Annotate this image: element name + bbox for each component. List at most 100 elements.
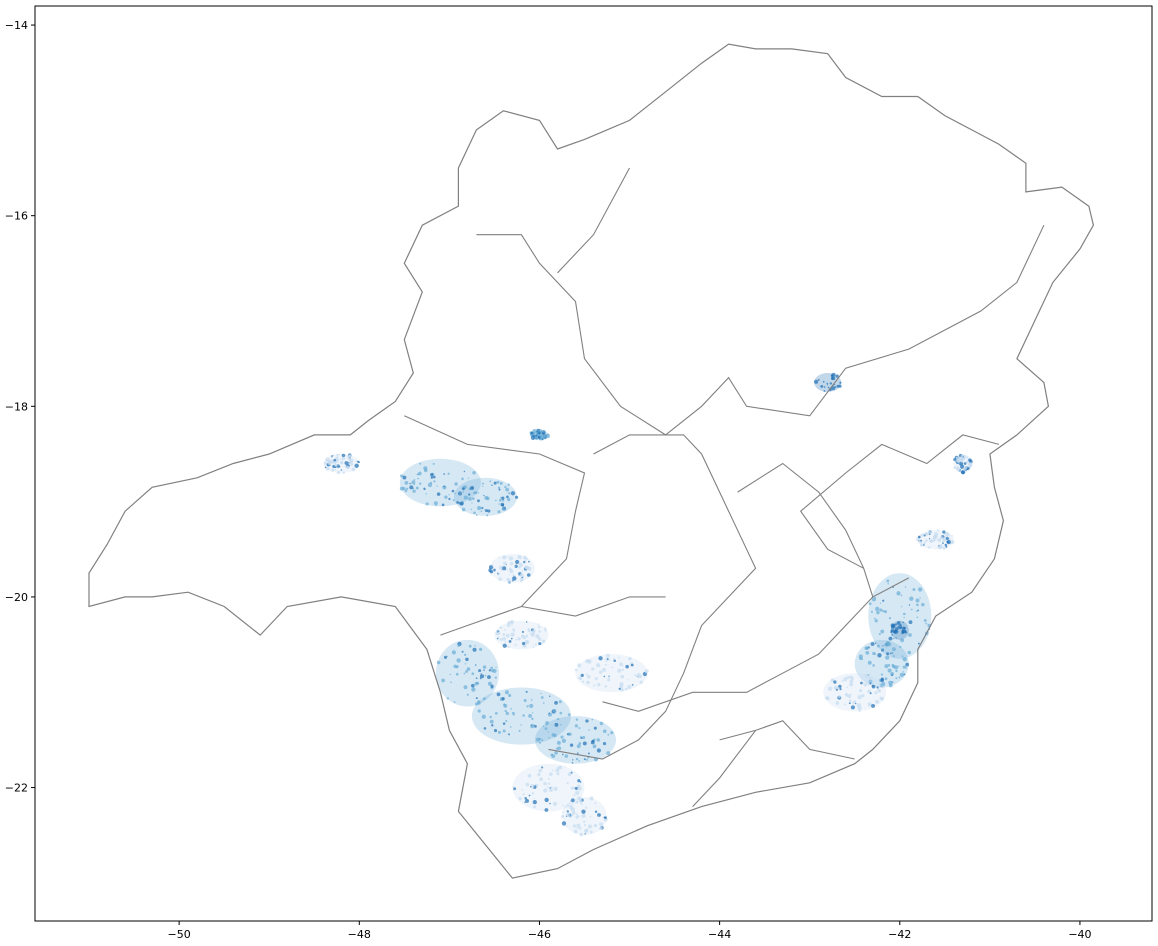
density-speck: [505, 711, 509, 716]
density-speck: [608, 658, 611, 661]
density-speck: [630, 663, 634, 667]
density-speck: [483, 727, 487, 730]
density-speck: [441, 678, 445, 683]
density-speck: [850, 705, 855, 710]
density-speck: [865, 646, 869, 650]
density-speck: [880, 673, 884, 676]
density-speck: [492, 568, 496, 572]
density-speck: [881, 682, 886, 686]
density-speck: [507, 556, 509, 558]
density-speck: [963, 467, 966, 470]
y-tick-label: −16: [5, 210, 28, 223]
density-speck: [404, 480, 409, 485]
density-speck: [508, 492, 511, 495]
density-speck: [846, 676, 850, 679]
density-speck: [340, 460, 344, 464]
density-speck: [892, 637, 895, 640]
density-speck: [504, 485, 507, 489]
density-speck: [355, 460, 357, 462]
density-speck: [639, 680, 643, 684]
density-speck: [547, 731, 549, 733]
density-speck: [413, 479, 416, 481]
density-speck: [579, 832, 584, 837]
density-speck: [835, 701, 840, 705]
density-speck: [602, 729, 607, 734]
density-speck: [871, 684, 876, 689]
density-speck: [554, 701, 558, 705]
state-outline-layer: [88, 43, 1095, 879]
density-speck: [538, 630, 541, 633]
density-speck: [573, 794, 576, 797]
density-speck: [433, 480, 436, 483]
density-speck: [556, 740, 561, 745]
density-speck: [498, 577, 502, 581]
density-speck: [512, 786, 515, 788]
density-speck: [587, 824, 593, 829]
density-speck: [548, 736, 550, 739]
x-tick-label: −40: [1068, 928, 1091, 941]
density-speck: [324, 461, 328, 465]
density-speck: [892, 647, 896, 652]
density-speck: [336, 456, 339, 458]
density-speck: [637, 674, 642, 679]
density-speck: [477, 499, 480, 503]
density-speck: [511, 711, 515, 715]
density-speck: [586, 674, 591, 679]
density-speck: [838, 695, 841, 699]
density-speck: [489, 480, 492, 483]
density-speck: [520, 724, 522, 726]
density-speck: [498, 498, 502, 502]
density-speck: [433, 501, 438, 506]
density-speck: [604, 816, 607, 820]
density-speck: [874, 653, 877, 655]
density-speck: [571, 762, 574, 764]
density-speck: [514, 495, 519, 499]
density-speck: [634, 674, 637, 677]
density-speck: [402, 475, 407, 480]
density-speck: [576, 823, 581, 828]
density-speck: [525, 690, 528, 693]
density-speck: [351, 467, 356, 472]
density-speck: [483, 494, 485, 497]
density-speck: [613, 659, 616, 663]
density-speck: [510, 707, 513, 710]
density-speck: [619, 662, 623, 666]
density-speck: [875, 699, 880, 704]
density-speck: [533, 805, 536, 809]
region-boundary-1: [557, 167, 630, 274]
density-speck: [876, 686, 879, 689]
density-speck: [507, 621, 511, 624]
density-speck: [506, 623, 511, 627]
density-speck: [604, 685, 608, 688]
density-speck: [567, 713, 571, 717]
density-speck: [489, 719, 494, 724]
density-speck: [338, 453, 341, 456]
density-speck: [478, 669, 482, 673]
density-speck: [923, 541, 926, 545]
density-speck: [876, 610, 880, 615]
density-speck: [877, 689, 881, 693]
density-speck: [537, 623, 540, 626]
density-speck: [542, 702, 545, 704]
density-speck: [340, 469, 343, 471]
density-speck: [471, 497, 475, 500]
density-speck: [823, 386, 826, 388]
density-speck: [550, 786, 553, 789]
density-speck: [521, 789, 524, 791]
density-speck: [966, 460, 969, 464]
density-speck: [339, 458, 342, 461]
density-speck: [597, 813, 601, 817]
density-speck: [498, 503, 500, 505]
region-boundary-4: [521, 596, 666, 617]
density-speck: [502, 633, 506, 636]
density-speck: [582, 735, 586, 740]
density-speck: [338, 465, 341, 468]
density-speck: [538, 642, 542, 646]
density-speck: [923, 534, 926, 537]
density-speck: [538, 768, 543, 773]
density-speck: [506, 495, 509, 499]
density-speck: [518, 729, 521, 732]
density-speck: [611, 666, 614, 669]
density-speck: [956, 467, 960, 472]
